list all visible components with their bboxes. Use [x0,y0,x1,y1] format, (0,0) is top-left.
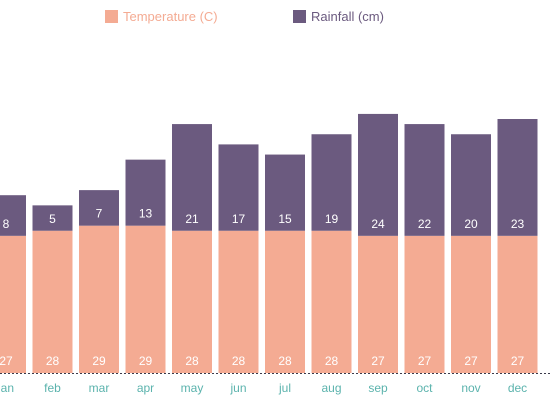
x-tick-label-feb: feb [44,381,61,395]
bar-temperature-sep [358,235,398,373]
bar-rainfall-dec [497,119,538,236]
x-tick-label-jun: jun [229,381,246,395]
legend-swatch-rainfall [293,9,306,23]
bar-temperature-jan [0,235,26,373]
data-label-rainfall-may: 21 [185,212,199,226]
legend-swatch-temperature [105,9,118,23]
bar-rainfall-sep [358,113,398,236]
data-label-rainfall-feb: 5 [49,212,56,226]
data-label-rainfall-jan: 8 [3,217,10,231]
bar-rainfall-jan [0,195,26,236]
bar-temperature-jul [265,230,305,373]
bar-temperature-mar [79,225,119,373]
data-label-temperature-jul: 28 [278,354,292,368]
bar-temperature-aug [311,230,352,373]
data-label-rainfall-aug: 19 [325,212,339,226]
bar-rainfall-mar [79,190,119,226]
bar-rainfall-jul [265,154,305,231]
x-tick-label-may: may [181,381,204,395]
bar-temperature-feb [32,230,73,373]
bar-temperature-oct [404,235,445,373]
data-label-rainfall-sep: 24 [371,217,385,231]
x-tick-label-jul: jul [278,381,291,395]
legend: Temperature (C) Rainfall (cm) [0,6,550,26]
x-tick-label-jan: jan [0,381,14,395]
data-label-temperature-aug: 28 [325,354,339,368]
legend-item-temperature[interactable]: Temperature (C) [105,6,218,26]
bar-rainfall-jun [218,144,259,231]
x-tick-label-mar: mar [89,381,110,395]
bar-temperature-nov [451,235,491,373]
bar-temperature-dec [497,235,538,373]
data-label-temperature-mar: 29 [92,354,106,368]
data-label-temperature-apr: 29 [139,354,153,368]
data-label-temperature-jun: 28 [232,354,246,368]
data-label-temperature-jan: 27 [0,354,13,368]
bar-rainfall-may [172,124,212,231]
data-label-rainfall-dec: 23 [511,217,525,231]
bar-rainfall-aug [311,134,352,231]
x-tick-label-aug: aug [321,381,341,395]
data-label-temperature-nov: 27 [464,354,478,368]
bar-rainfall-nov [451,134,491,236]
legend-label-temperature: Temperature (C) [123,8,218,24]
data-label-rainfall-mar: 7 [96,207,103,221]
data-label-rainfall-nov: 20 [464,217,478,231]
bar-temperature-apr [125,225,166,373]
data-label-temperature-oct: 27 [418,354,432,368]
data-label-rainfall-oct: 22 [418,217,432,231]
data-label-temperature-may: 28 [185,354,199,368]
data-label-temperature-dec: 27 [511,354,525,368]
x-tick-label-dec: dec [508,381,527,395]
data-label-rainfall-jul: 15 [278,212,292,226]
data-label-rainfall-apr: 13 [139,207,153,221]
bar-temperature-jun [218,230,259,373]
bar-rainfall-apr [125,159,166,226]
legend-item-rainfall[interactable]: Rainfall (cm) [293,6,384,26]
data-label-rainfall-jun: 17 [232,212,246,226]
legend-label-rainfall: Rainfall (cm) [311,8,384,24]
x-tick-label-apr: apr [137,381,154,395]
bar-rainfall-oct [404,124,445,236]
x-tick-label-oct: oct [416,381,433,395]
bar-temperature-may [172,230,212,373]
x-tick-label-nov: nov [461,381,480,395]
x-tick-label-sep: sep [368,381,388,395]
data-label-temperature-feb: 28 [46,354,60,368]
data-label-temperature-sep: 27 [371,354,385,368]
bar-rainfall-feb [32,205,73,231]
